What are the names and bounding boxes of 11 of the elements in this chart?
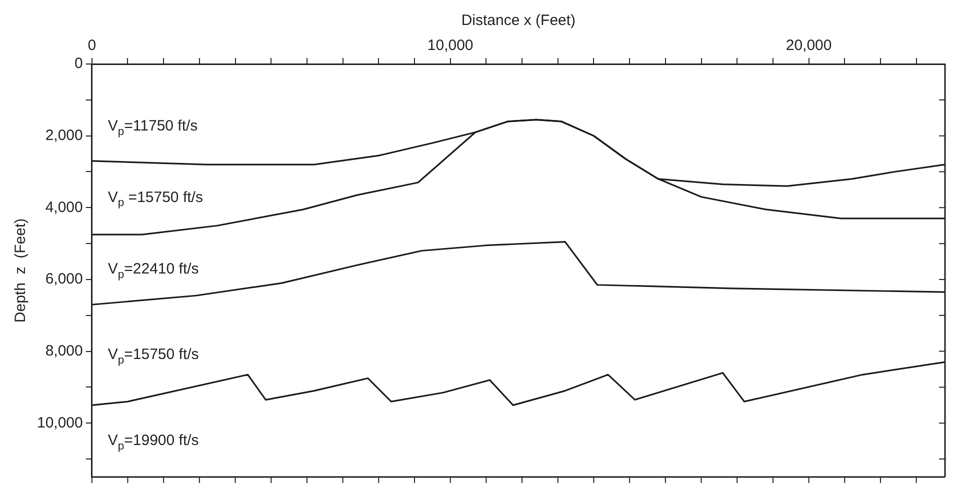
y-tick-label: 6,000: [45, 270, 83, 288]
y-tick-label: 4,000: [45, 198, 83, 216]
x-tick-label: 10,000: [427, 37, 474, 54]
x-axis-title: Distance x (Feet): [461, 12, 576, 30]
y-tick-label: 0: [74, 55, 83, 72]
y-tick-label: 2,000: [45, 126, 83, 144]
x-tick-label: 0: [88, 37, 96, 54]
y-tick-label: 8,000: [45, 342, 83, 360]
x-tick-label: 20,000: [786, 37, 832, 54]
y-tick-label: 10,000: [36, 414, 83, 432]
y-axis-title: Depth z (Feet): [12, 218, 30, 323]
